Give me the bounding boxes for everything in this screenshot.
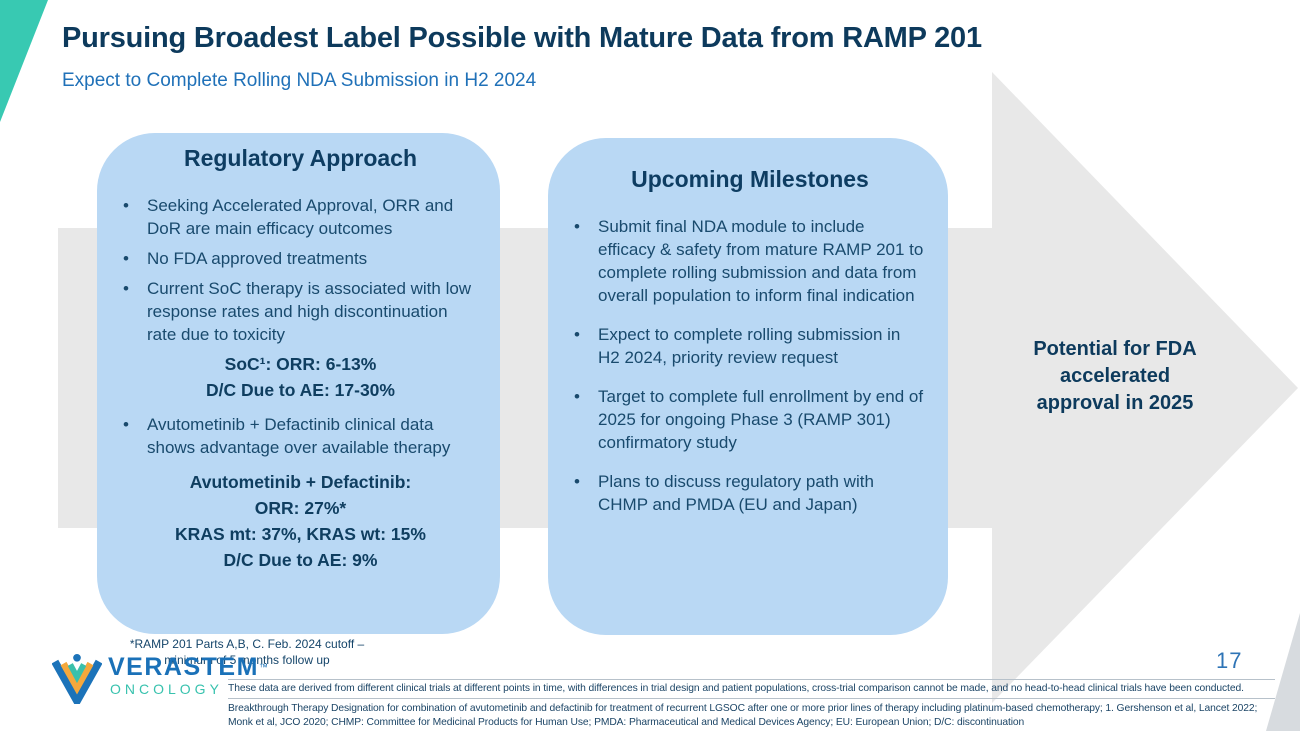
list-item: • Seeking Accelerated Approval, ORR and … — [123, 194, 478, 240]
regulatory-bullet-list: • Seeking Accelerated Approval, ORR and … — [123, 194, 478, 346]
list-item-text: Target to complete full enrollment by en… — [598, 387, 924, 452]
bullet-marker: • — [123, 196, 129, 215]
list-item: • Target to complete full enrollment by … — [574, 385, 926, 454]
regulatory-approach-box: Regulatory Approach • Seeking Accelerate… — [97, 133, 500, 634]
bullet-marker: • — [123, 415, 129, 434]
list-item-text: No FDA approved treatments — [147, 249, 368, 268]
list-item-text: Avutometinib + Defactinib clinical data … — [147, 415, 451, 457]
reference-line: Monk et al, JCO 2020; CHMP: Committee fo… — [228, 717, 1025, 728]
bullet-marker: • — [123, 249, 129, 268]
bullet-marker: • — [574, 325, 580, 344]
combo-orr-stat: ORR: 27%* — [254, 498, 347, 518]
list-item-text: Expect to complete rolling submission in… — [598, 325, 901, 367]
soc-dc-stat: D/C Due to AE: 17-30% — [206, 380, 395, 400]
arrow-callout-line: approval in 2025 — [1036, 392, 1194, 414]
list-item: • No FDA approved treatments — [123, 247, 478, 270]
bullet-marker: • — [574, 387, 580, 406]
bullet-marker: • — [574, 472, 580, 491]
combo-stats: Avutometinib + Defactinib: ORR: 27%* KRA… — [123, 469, 478, 573]
verastem-logo: VERASTEM™ ONCOLOGY — [52, 652, 269, 704]
combo-title: Avutometinib + Defactinib: — [189, 472, 412, 492]
list-item: • Expect to complete rolling submission … — [574, 323, 926, 369]
list-item-text: Seeking Accelerated Approval, ORR and Do… — [147, 196, 454, 238]
list-item-text: Plans to discuss regulatory path with CH… — [598, 472, 874, 514]
logo-division-name: ONCOLOGY — [110, 681, 223, 697]
footnote-line: minimum of 5 months follow up — [164, 653, 330, 667]
page-title: Pursuing Broadest Label Possible with Ma… — [62, 22, 982, 54]
trademark-symbol: ™ — [258, 662, 270, 672]
logo-name-text: VERASTEM — [108, 653, 259, 681]
soc-orr-stat: SoC¹: ORR: 6-13% — [224, 354, 377, 374]
list-item: • Avutometinib + Defactinib clinical dat… — [123, 413, 478, 459]
regulatory-approach-title: Regulatory Approach — [183, 145, 417, 171]
combo-kras-stat: KRAS mt: 37%, KRAS wt: 15% — [175, 524, 426, 544]
list-item-text: Submit final NDA module to include effic… — [598, 217, 924, 305]
verastem-logo-text: VERASTEM™ ONCOLOGY — [108, 654, 269, 698]
references-block: Breakthrough Therapy Designation for com… — [228, 699, 1275, 730]
arrow-callout-line: accelerated — [1059, 365, 1171, 387]
arrow-callout-line: Potential for FDA — [1033, 338, 1197, 360]
list-item-text: Current SoC therapy is associated with l… — [147, 279, 472, 344]
soc-stats: SoC¹: ORR: 6-13% D/C Due to AE: 17-30% — [123, 351, 478, 403]
upcoming-milestones-title: Upcoming Milestones — [631, 166, 869, 192]
page-number: 17 — [1216, 648, 1243, 673]
bullet-marker: • — [123, 279, 129, 298]
bullet-marker: • — [574, 217, 580, 236]
footer-notes: These data are derived from different cl… — [228, 679, 1275, 730]
cross-trial-disclaimer: These data are derived from different cl… — [228, 679, 1275, 699]
list-item: • Submit final NDA module to include eff… — [574, 215, 926, 307]
reference-line: Breakthrough Therapy Designation for com… — [228, 703, 1258, 714]
list-item: • Current SoC therapy is associated with… — [123, 277, 478, 346]
logo-company-name: VERASTEM™ — [108, 654, 269, 680]
page-subtitle: Expect to Complete Rolling NDA Submissio… — [62, 70, 537, 91]
verastem-logo-icon — [52, 653, 102, 704]
footnote-line: *RAMP 201 Parts A,B, C. Feb. 2024 cutoff… — [129, 637, 365, 651]
list-item: • Plans to discuss regulatory path with … — [574, 470, 926, 516]
ramp-cutoff-footnote: *RAMP 201 Parts A,B, C. Feb. 2024 cutoff… — [97, 636, 397, 668]
milestones-bullet-list: • Submit final NDA module to include eff… — [574, 215, 926, 516]
arrow-callout: Potential for FDA accelerated approval i… — [990, 336, 1240, 417]
combo-dc-stat: D/C Due to AE: 9% — [223, 550, 378, 570]
upcoming-milestones-box: Upcoming Milestones • Submit final NDA m… — [548, 138, 948, 635]
